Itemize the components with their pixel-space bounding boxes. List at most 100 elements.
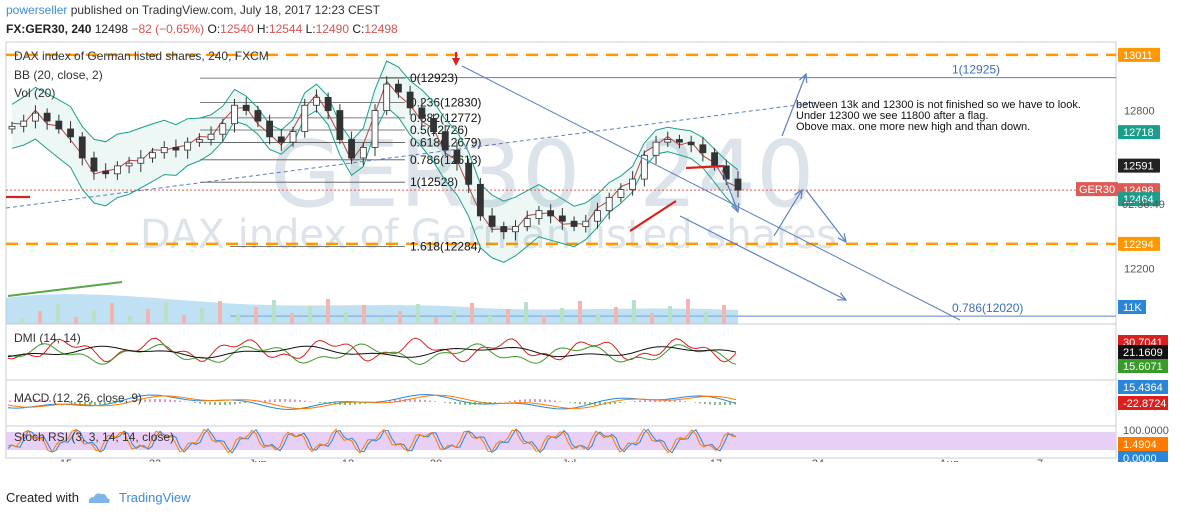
- candle-body: [523, 218, 531, 227]
- bb-legend: BB (20, close, 2): [14, 68, 103, 82]
- low-label: L:: [305, 22, 316, 36]
- candle-body: [336, 110, 344, 140]
- footer: Created with TradingView: [6, 490, 191, 505]
- arrow-up-1: [781, 73, 807, 137]
- candle-body: [676, 139, 683, 143]
- volume-bar: [110, 303, 114, 324]
- stoch-tag: [1118, 437, 1168, 451]
- stoch-tag-label: 1.4904: [1123, 439, 1157, 451]
- candle-body: [406, 91, 414, 109]
- volume-bar: [722, 305, 726, 324]
- candle-body: [207, 133, 215, 140]
- candle-body: [629, 178, 637, 190]
- stoch-tag-label: 100.0000: [1123, 425, 1169, 437]
- candle-body: [687, 141, 695, 146]
- publish-text: published on TradingView.com, July 18, 2…: [70, 3, 381, 17]
- candle-body: [277, 136, 285, 143]
- candle-body: [8, 125, 16, 130]
- volume-bar: [344, 312, 348, 324]
- candle-body: [500, 226, 508, 233]
- stoch-d-line: [7, 428, 737, 454]
- dmi-adx-line: [7, 345, 737, 359]
- candle-body: [137, 157, 145, 164]
- bb-upper: [11, 60, 739, 207]
- candle-body: [172, 147, 180, 151]
- volume-tag: [1118, 300, 1146, 314]
- candle-body: [160, 147, 168, 154]
- symbol-tag: [1076, 182, 1118, 197]
- candle-body: [383, 83, 391, 111]
- candle-body: [231, 104, 238, 125]
- fib-label: 0(12923): [410, 71, 458, 85]
- macd-pane[interactable]: [5, 379, 1117, 427]
- candle-body: [43, 112, 51, 122]
- price-tag-label: 12464: [1123, 194, 1154, 206]
- volume-bar: [614, 307, 618, 324]
- candle-body: [617, 189, 625, 198]
- price-tag: [1118, 47, 1160, 62]
- dmi-pane[interactable]: [5, 323, 1117, 381]
- candle-body: [20, 120, 28, 127]
- candle-body: [254, 110, 262, 122]
- volume-bar: [596, 314, 600, 324]
- volume-bar: [38, 311, 42, 324]
- flag-line-red: [629, 200, 677, 232]
- volume-bar: [434, 317, 438, 324]
- stoch-legend: Stoch RSI (3, 3, 14, 14, close): [14, 430, 174, 444]
- candle-body: [313, 96, 320, 106]
- high-value: 12544: [268, 22, 303, 36]
- volume-bar: [416, 304, 420, 324]
- price-tag: [1118, 192, 1160, 207]
- candle-body: [102, 170, 110, 175]
- fib-label: 0.786(12613): [410, 153, 481, 167]
- dmi-minus-line: [7, 343, 737, 366]
- chart-area[interactable]: GER30, 240 DAX index of German listed sh…: [0, 38, 1182, 462]
- candle-body: [301, 104, 309, 133]
- macd-tag-label: 15.4364: [1123, 382, 1163, 394]
- time-tick-label: 23: [149, 458, 161, 462]
- vol-legend: Vol (20): [14, 86, 55, 100]
- tradingview-link[interactable]: TradingView: [118, 490, 191, 505]
- candle-body: [664, 139, 672, 143]
- author-link[interactable]: powerseller: [6, 3, 68, 17]
- candle-body: [395, 83, 402, 93]
- candle-body: [430, 118, 437, 133]
- dmi-legend: DMI (14, 14): [14, 331, 81, 345]
- volume-bar: [164, 302, 168, 324]
- dmi-tag-label: 15.6071: [1123, 361, 1163, 373]
- candle-body: [605, 197, 613, 212]
- arrow-down-3-head: [836, 292, 848, 301]
- countdown-label: 02:36:49: [1122, 199, 1165, 211]
- candle-body: [32, 112, 39, 122]
- arrow-up-2: [773, 189, 803, 237]
- main-pane[interactable]: [5, 41, 1117, 325]
- price-tag-label: 12294: [1123, 239, 1154, 251]
- resistance-red: [685, 164, 725, 170]
- candle-body: [219, 123, 227, 135]
- candle-body: [324, 96, 332, 111]
- volume-area: [6, 294, 738, 324]
- arrow-up-1-head: [799, 72, 808, 84]
- ext-fib-label: 0.786(12020): [952, 301, 1023, 315]
- time-tick-label: 15: [60, 458, 72, 462]
- macd-signal-line: [7, 394, 737, 410]
- symbol-label: FX:GER30, 240: [6, 22, 92, 36]
- candle-body: [547, 210, 555, 217]
- candle-body: [640, 154, 648, 180]
- dmi-tag: [1118, 345, 1168, 359]
- volume-bar: [236, 314, 240, 324]
- high-label: H:: [256, 22, 269, 36]
- candle-body: [78, 136, 86, 159]
- candle-body: [113, 165, 121, 175]
- volume-bar: [20, 318, 24, 324]
- candle-body: [488, 215, 496, 227]
- price-tag-label: 13011: [1123, 50, 1153, 62]
- close-value: 12498: [364, 22, 398, 36]
- publish-info: powerseller published on TradingView.com…: [6, 3, 380, 17]
- candle-body: [266, 120, 274, 138]
- close-label: C:: [352, 22, 365, 36]
- price-tick-label: 12200: [1124, 264, 1155, 276]
- time-tick-label: 24: [812, 458, 824, 462]
- created-with-label: Created with: [6, 490, 79, 505]
- candle-body: [67, 128, 74, 138]
